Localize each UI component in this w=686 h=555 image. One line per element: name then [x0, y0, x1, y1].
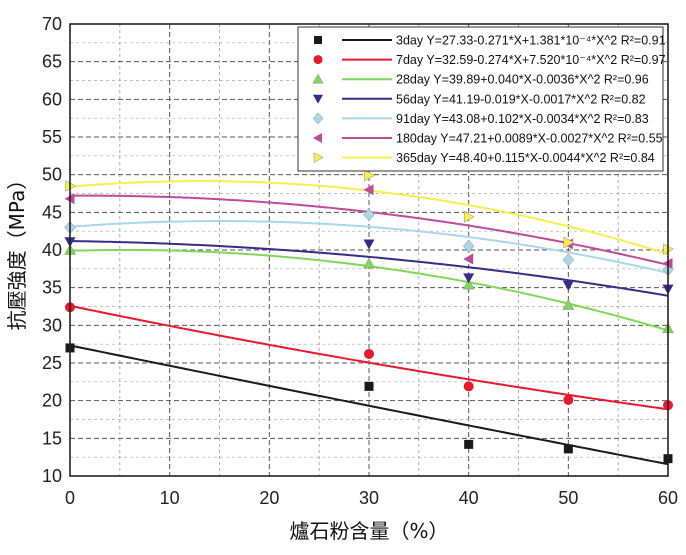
- y-tick-label: 20: [42, 391, 62, 411]
- y-tick-label: 30: [42, 315, 62, 335]
- data-point-28day: [363, 257, 375, 269]
- x-tick-label: 20: [259, 488, 279, 508]
- data-point-365day: [463, 210, 475, 223]
- fit-curve-7day: [69, 304, 669, 411]
- data-point-7day: [563, 394, 574, 405]
- y-tick-label: 60: [42, 89, 62, 109]
- plot-frame: [69, 23, 669, 477]
- y-tick-label: 65: [42, 52, 62, 72]
- y-tick-label: 25: [42, 353, 62, 373]
- data-point-365day: [364, 169, 376, 182]
- data-point-28day: [462, 278, 475, 290]
- legend-label-180day: 180day Y=47.21+0.0089*X-0.0027*X^2 R²=0.…: [396, 132, 663, 146]
- legend-label-91day: 91day Y=43.08+0.102*X-0.0034*X^2 R²=0.83: [396, 112, 649, 126]
- data-point-56day: [463, 273, 475, 284]
- data-point-56day: [363, 239, 375, 250]
- legend-marker-365day: [313, 152, 324, 164]
- data-point-180day: [363, 184, 374, 196]
- legend-marker-91day: [312, 112, 324, 125]
- y-tick-label: 50: [42, 165, 62, 185]
- x-tick-label: 10: [160, 488, 180, 508]
- data-point-180day: [463, 253, 474, 265]
- x-tick-label: 30: [359, 488, 379, 508]
- fit-curve-56day: [69, 240, 669, 297]
- y-tick-label: 55: [42, 127, 62, 147]
- data-point-28day: [562, 298, 575, 310]
- legend-label-365day: 365day Y=48.40+0.115*X-0.0044*X^2 R²=0.8…: [396, 151, 655, 165]
- y-tick-label: 45: [42, 202, 62, 222]
- data-point-3day: [464, 439, 474, 449]
- data-point-365day: [563, 236, 575, 249]
- x-axis-title: 爐石粉含量（%）: [289, 519, 448, 543]
- legend-label-28day: 28day Y=39.89+0.040*X-0.0036*X^2 R²=0.96: [396, 73, 649, 87]
- legend-marker-56day: [313, 94, 323, 104]
- legend-label-56day: 56day Y=41.19-0.019*X-0.0017*X^2 R²=0.82: [396, 92, 646, 106]
- data-point-3day: [563, 444, 573, 454]
- y-tick-label: 10: [42, 466, 62, 486]
- x-tick-label: 50: [558, 488, 578, 508]
- legend-marker-180day: [313, 133, 322, 143]
- legend-label-7day: 7day Y=32.59-0.274*X+7.520*10⁻⁴*X^2 R²=0…: [396, 53, 666, 67]
- x-tick-label: 40: [459, 488, 479, 508]
- data-point-7day: [364, 348, 374, 359]
- y-axis-title: 抗壓強度（MPa）: [5, 170, 29, 331]
- data-point-56day: [562, 280, 574, 291]
- fit-curve-91day: [69, 220, 669, 274]
- x-tick-label: 60: [658, 488, 678, 508]
- legend-marker-3day: [314, 36, 322, 44]
- legend-marker-28day: [312, 73, 324, 84]
- y-tick-label: 35: [42, 278, 62, 298]
- x-tick-labels: 0 10 20 30 40 50 60: [65, 488, 678, 508]
- y-tick-label: 40: [42, 240, 62, 260]
- y-tick-label: 15: [42, 428, 62, 448]
- data-point-3day: [364, 381, 374, 391]
- legend-label-3day: 3day Y=27.33-0.271*X+1.381*10⁻⁴*X^2 R²=0…: [396, 34, 666, 48]
- y-tick-labels: 10 15 20 25 30 35 40 45 50 55 60 65 70: [42, 14, 62, 486]
- x-tick-label: 0: [65, 488, 75, 508]
- data-point-7day: [463, 381, 474, 392]
- data-point-91day: [462, 239, 475, 253]
- y-tick-label: 70: [42, 14, 62, 34]
- data-point-91day: [363, 208, 375, 221]
- data-point-91day: [562, 253, 575, 267]
- legend-marker-7day: [313, 55, 323, 65]
- legend: 3day Y=27.33-0.271*X+1.381*10⁻⁴*X^2 R²=0…: [297, 26, 666, 172]
